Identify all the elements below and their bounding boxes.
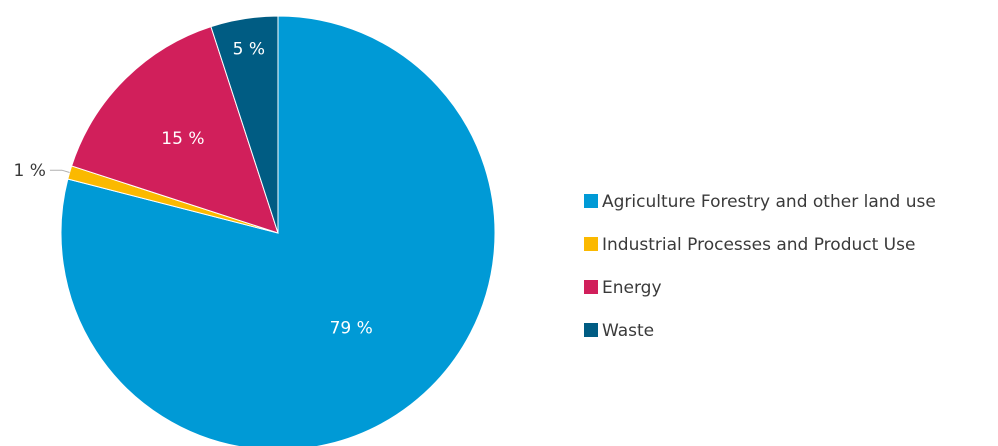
legend: Agriculture Forestry and other land use I… (584, 192, 936, 341)
legend-swatch-waste (584, 323, 598, 337)
legend-label-industrial-processes-and-product-use: Industrial Processes and Product Use (602, 235, 915, 255)
slice-label-waste: 5 % (233, 40, 265, 60)
slice-label-industrial-processes-and-product-use: 1 % (14, 161, 46, 181)
legend-label-energy: Energy (602, 278, 662, 298)
slice-labels: 79 % 1 % 15 % 5 % (14, 40, 373, 339)
legend-label-agriculture-forestry-and-other-land-use: Agriculture Forestry and other land use (602, 192, 936, 212)
slice-energy (70, 25, 279, 234)
slice-label-agriculture-forestry-and-other-land-use: 79 % (330, 318, 373, 338)
legend-swatch-agriculture-forestry-and-other-land-use (584, 194, 598, 208)
slice-waste (210, 15, 279, 234)
slice-label-energy: 15 % (161, 129, 204, 149)
pie-slices (60, 15, 496, 446)
legend-swatch-industrial-processes-and-product-use (584, 237, 598, 251)
legend-swatch-energy (584, 280, 598, 294)
legend-label-waste: Waste (602, 321, 654, 341)
leader-line-industrial-processes-and-product-use (49, 169, 70, 173)
